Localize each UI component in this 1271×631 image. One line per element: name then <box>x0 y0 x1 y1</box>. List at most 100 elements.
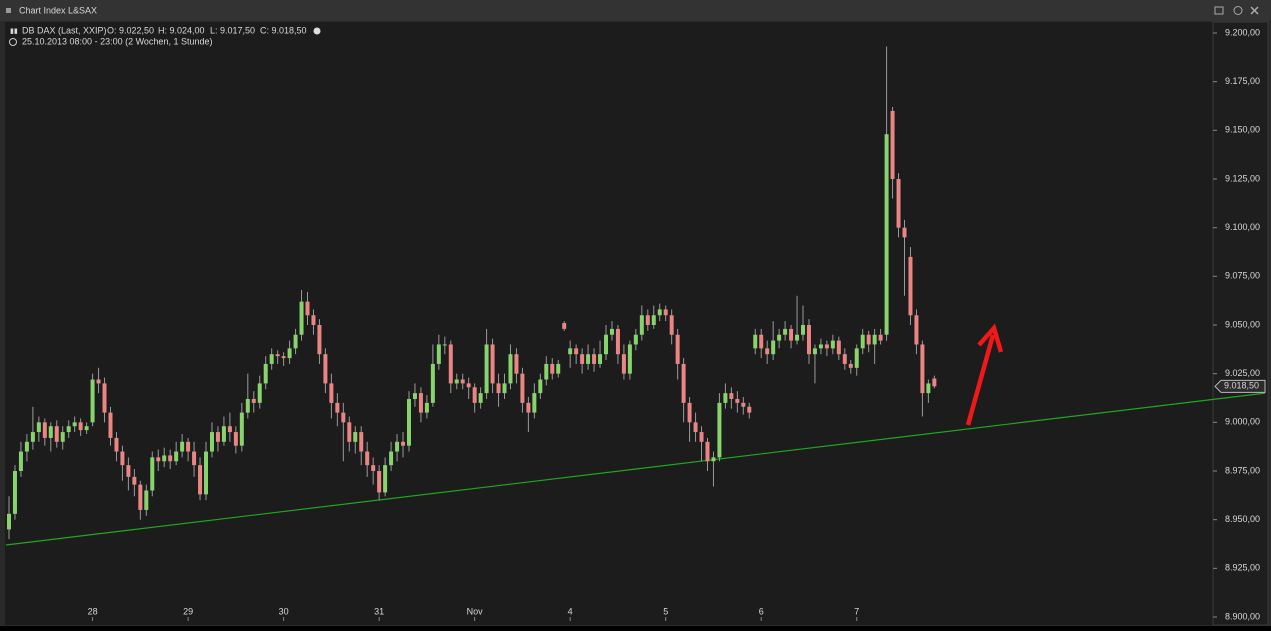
title-bar <box>0 0 1271 21</box>
candle-body <box>424 402 429 413</box>
candle-body <box>484 344 489 394</box>
candle-body <box>96 379 101 384</box>
candle-body <box>789 328 794 341</box>
candle-body <box>353 432 358 442</box>
candle-body <box>209 432 214 452</box>
candle-body <box>765 348 770 355</box>
candle-body <box>633 334 638 345</box>
x-tick-label: 5 <box>663 606 668 616</box>
x-tick-label: Nov <box>467 606 484 616</box>
plot-area <box>5 22 1213 625</box>
candle-body <box>335 402 340 413</box>
candle-body <box>466 383 471 388</box>
y-tick-label: 8.925,00 <box>1225 563 1260 573</box>
candle-body <box>526 402 531 413</box>
candle-body <box>383 465 388 493</box>
candle-body <box>496 383 501 394</box>
clock-icon <box>9 38 17 46</box>
candle-body <box>204 451 209 495</box>
candle-body <box>609 328 614 335</box>
candle-body <box>365 451 370 466</box>
red-arrow <box>965 323 1004 426</box>
candle-body <box>162 455 167 462</box>
candle-body <box>735 398 740 403</box>
candle-body <box>747 406 752 413</box>
candle-body <box>914 315 919 345</box>
instrument: DB DAX (Last, XXIP) <box>22 25 107 35</box>
series-icon: ▮▮ <box>10 28 18 35</box>
candle-body <box>920 344 925 394</box>
info-icon[interactable] <box>313 27 321 35</box>
candle-body <box>627 344 632 374</box>
candle-body <box>681 363 686 403</box>
candle-body <box>132 476 137 485</box>
candle-body <box>323 354 328 384</box>
candle-body <box>717 402 722 458</box>
candle-body <box>687 402 692 423</box>
candle-body <box>574 348 579 355</box>
candle-body <box>102 383 107 413</box>
candle-body <box>615 328 620 355</box>
candle-body <box>502 383 507 394</box>
candle-body <box>538 379 543 394</box>
candle-body <box>568 348 573 355</box>
candle-body <box>221 426 226 442</box>
candle-body <box>699 432 704 442</box>
window-controls[interactable] <box>1214 6 1259 15</box>
candle-body <box>550 363 555 374</box>
candle-body <box>227 426 232 433</box>
candle-body <box>824 344 829 349</box>
candle-body <box>174 451 179 462</box>
period: 25.10.2013 08:00 - 23:00 (2 Wochen, 1 St… <box>22 36 212 46</box>
settings-button[interactable] <box>1233 6 1243 15</box>
candle-body <box>215 432 220 442</box>
candle-body <box>472 387 477 403</box>
y-tick-label: 9.000,00 <box>1225 417 1260 427</box>
candle-body <box>645 315 650 325</box>
candle-body <box>18 451 23 471</box>
ohlc-high: H: 9.024,00 <box>158 25 205 35</box>
close-button[interactable] <box>1250 6 1259 15</box>
last-price-tag <box>1214 379 1266 393</box>
y-tick-label: 9.175,00 <box>1225 76 1260 86</box>
y-tick-label: 9.200,00 <box>1225 27 1260 37</box>
candle-body <box>233 432 238 446</box>
candle-body <box>180 441 185 452</box>
candle-body <box>723 393 728 403</box>
x-tick-label: 6 <box>759 606 764 616</box>
candle-body <box>263 363 268 384</box>
candle-body <box>771 340 776 355</box>
candle-body <box>663 309 668 316</box>
y-tick-label: 8.975,00 <box>1225 465 1260 475</box>
candle-body <box>884 134 889 335</box>
candle-body <box>84 426 89 431</box>
candle-body <box>675 334 680 364</box>
candle-body <box>860 334 865 349</box>
candle-body <box>693 422 698 433</box>
candle-body <box>389 451 394 466</box>
y-tick-label: 9.100,00 <box>1225 222 1260 232</box>
candle-body <box>317 325 322 355</box>
candle-body <box>275 354 280 357</box>
candle-body <box>114 437 119 452</box>
candle-body <box>395 441 400 452</box>
candle-body <box>24 441 29 452</box>
candle-body <box>150 457 155 491</box>
x-tick-label: 30 <box>279 606 289 616</box>
detach-button[interactable] <box>1214 6 1224 15</box>
candle-body <box>359 432 364 452</box>
candle-body <box>377 471 382 493</box>
x-tick-label: 28 <box>88 606 98 616</box>
y-tick-label: 8.950,00 <box>1225 514 1260 524</box>
candle-body <box>311 315 316 325</box>
candle-body <box>801 325 806 335</box>
candle-body <box>842 354 847 364</box>
candle-body <box>586 354 591 364</box>
candle-body <box>371 465 376 471</box>
candle-body <box>777 334 782 341</box>
candle-body <box>651 315 656 325</box>
candle-body <box>532 393 537 413</box>
candle-body <box>168 455 173 462</box>
candle-body <box>604 334 608 355</box>
